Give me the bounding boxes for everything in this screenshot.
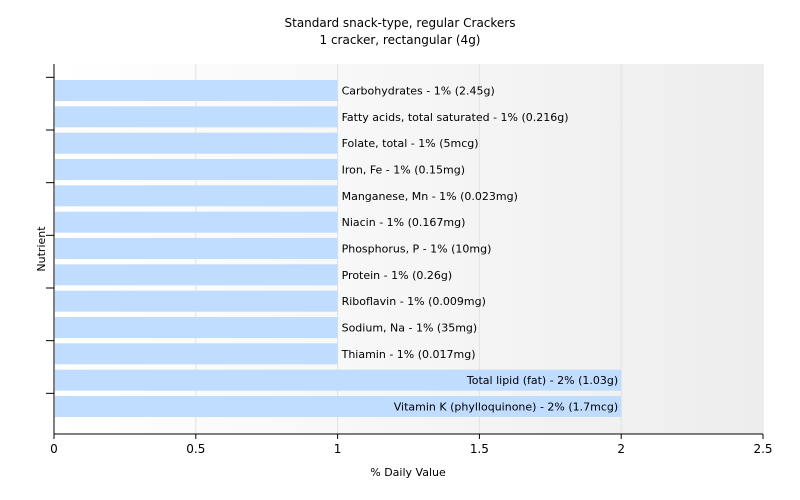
bar-label: Carbohydrates - 1% (2.45g) <box>342 85 495 98</box>
bar-label: Protein - 1% (0.26g) <box>342 269 453 282</box>
bar <box>55 396 622 417</box>
bar <box>55 343 338 365</box>
bar <box>55 290 338 312</box>
bar <box>55 211 338 233</box>
bar-label: Vitamin K (phylloquinone) - 2% (1.7mcg) <box>394 401 618 414</box>
bar-label: Sodium, Na - 1% (35mg) <box>342 322 478 335</box>
x-tick-label: 0 <box>50 442 58 456</box>
bars: Carbohydrates - 1% (2.45g) Fatty acids, t… <box>55 80 622 417</box>
bar <box>55 238 338 259</box>
bar-label: Riboflavin - 1% (0.009mg) <box>342 295 486 308</box>
bar <box>55 80 338 101</box>
bar-label: Folate, total - 1% (5mcg) <box>342 137 479 150</box>
bar <box>55 185 338 207</box>
chart-subtitle: 1 cracker, rectangular (4g) <box>320 33 481 47</box>
bar-label: Thiamin - 1% (0.017mg) <box>341 348 476 361</box>
bar-label: Manganese, Mn - 1% (0.023mg) <box>342 190 518 203</box>
y-axis-label: Nutrient <box>35 226 48 272</box>
bar-label: Total lipid (fat) - 2% (1.03g) <box>466 374 618 387</box>
bar-label: Niacin - 1% (0.167mg) <box>342 216 466 229</box>
bar <box>55 264 338 286</box>
x-tick-label: 2 <box>617 442 625 456</box>
chart-title: Standard snack-type, regular Crackers <box>285 16 516 30</box>
x-tick-label: 1.5 <box>470 442 489 456</box>
bar <box>55 317 338 338</box>
bar <box>55 106 338 128</box>
x-tick-label: 1 <box>334 442 342 456</box>
bar-label: Iron, Fe - 1% (0.15mg) <box>342 164 465 177</box>
bar-label: Fatty acids, total saturated - 1% (0.216… <box>342 111 569 124</box>
x-tick-label: 0.5 <box>186 442 205 456</box>
bar <box>55 159 338 180</box>
x-tick-label: 2.5 <box>753 442 772 456</box>
bar <box>55 132 338 154</box>
axes: 0 0.5 1 1.5 2 2.5 <box>46 64 773 456</box>
x-axis-label: % Daily Value <box>370 466 446 479</box>
bar <box>55 369 622 391</box>
bar-label: Phosphorus, P - 1% (10mg) <box>342 243 492 256</box>
